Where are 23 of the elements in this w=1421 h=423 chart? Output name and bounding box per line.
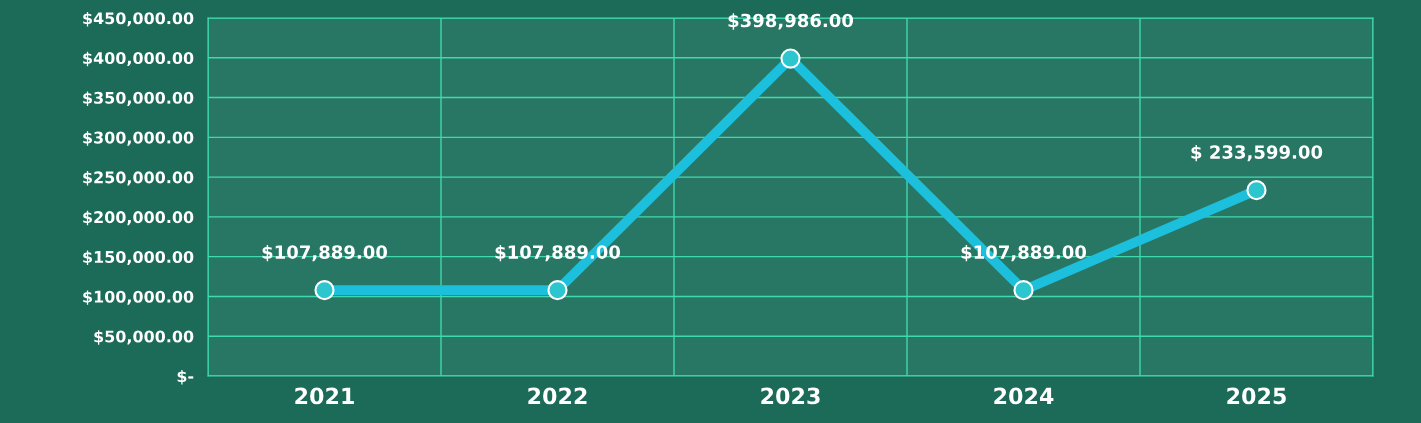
point bbox=[1246, 180, 1267, 201]
y-tick-label: $400,000.00 bbox=[83, 51, 194, 67]
y-tick-label: $350,000.00 bbox=[83, 91, 194, 106]
x-tick-label: 2025 bbox=[1227, 387, 1286, 405]
y-tick-label: $200,000.00 bbox=[83, 210, 194, 226]
point bbox=[314, 280, 335, 301]
y-tick-label: $50,000.00 bbox=[94, 330, 194, 345]
data-label: $398,986.00 bbox=[728, 13, 854, 30]
y-tick-label: $150,000.00 bbox=[83, 250, 194, 266]
y-tick-label: $450,000.00 bbox=[83, 11, 194, 27]
y-tick-label: $- bbox=[177, 369, 194, 385]
y-tick-label: $100,000.00 bbox=[83, 290, 194, 305]
x-tick-label: 2023 bbox=[761, 387, 820, 405]
y-tick-label: $300,000.00 bbox=[83, 131, 194, 146]
y-tick-label: $250,000.00 bbox=[83, 171, 194, 186]
point bbox=[547, 280, 568, 301]
x-tick-label: 2022 bbox=[528, 387, 587, 405]
data-label: $ 233,599.00 bbox=[1191, 144, 1323, 162]
x-tick-label: 2024 bbox=[994, 387, 1054, 405]
data-label: $107,889.00 bbox=[262, 244, 388, 262]
x-tick-label: 2021 bbox=[295, 387, 354, 405]
point bbox=[780, 48, 801, 69]
point bbox=[1013, 280, 1034, 301]
